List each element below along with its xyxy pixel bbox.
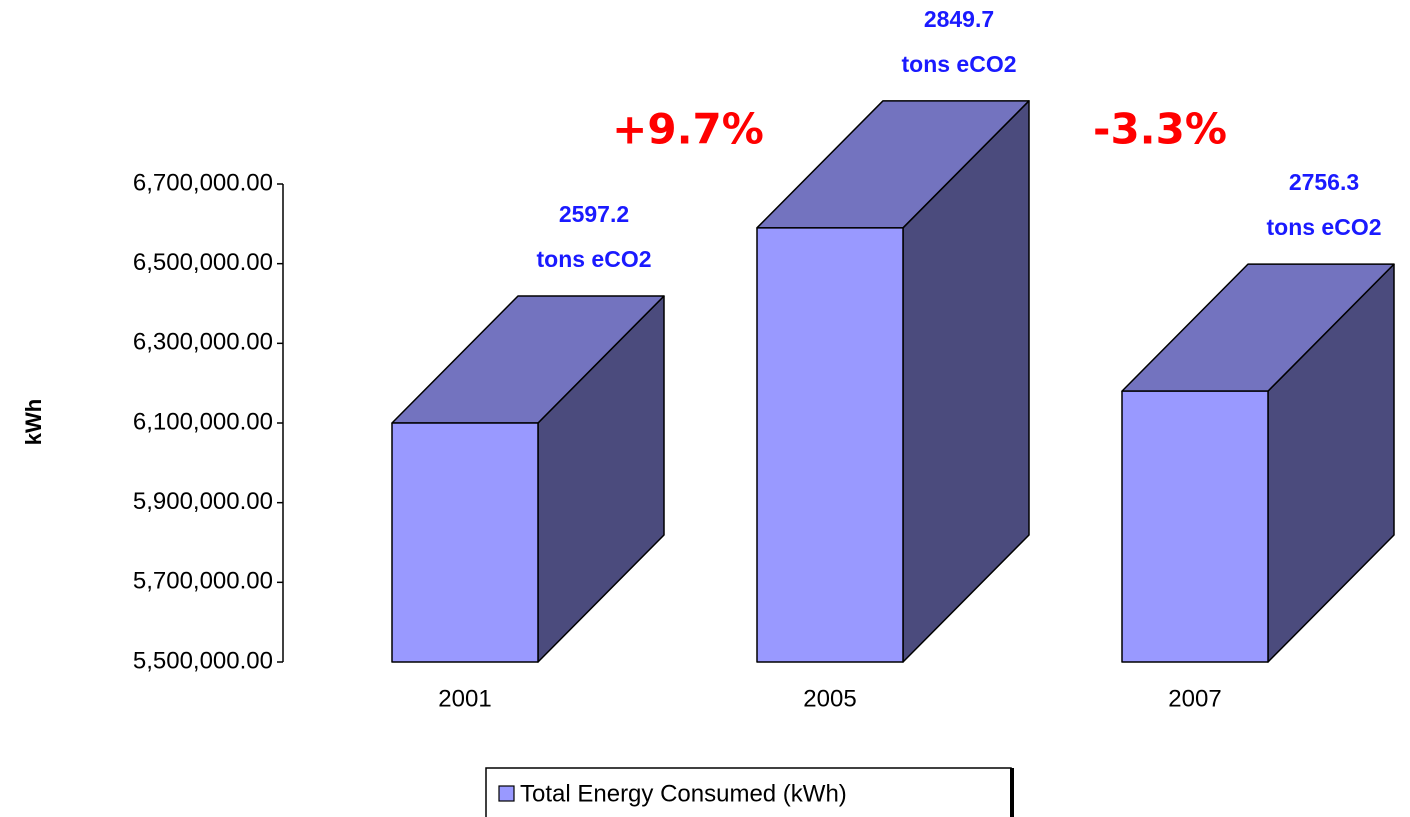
y-tick-label: 5,500,000.00 <box>133 647 273 674</box>
y-tick-label: 6,700,000.00 <box>133 169 273 196</box>
y-tick-label: 5,700,000.00 <box>133 568 273 595</box>
y-tick-label: 6,500,000.00 <box>133 249 273 276</box>
emission-label: tons eCO2 <box>536 246 651 272</box>
emission-label: 2849.7 <box>924 6 994 32</box>
emission-label: 2597.2 <box>559 201 629 227</box>
bar <box>1121 263 1395 663</box>
bar <box>756 100 1030 663</box>
emission-label: 2756.3 <box>1289 169 1359 195</box>
legend-swatch <box>498 785 515 802</box>
y-tick-label: 6,300,000.00 <box>133 329 273 356</box>
y-tick-label: 6,100,000.00 <box>133 408 273 435</box>
change-label: +9.7% <box>612 105 764 154</box>
legend-label: Total Energy Consumed (kWh) <box>520 780 847 807</box>
bar-front <box>391 422 539 663</box>
bar-front <box>1121 390 1269 663</box>
y-tick-label: 5,900,000.00 <box>133 488 273 515</box>
bar <box>391 295 665 663</box>
x-tick-label: 2005 <box>803 685 856 712</box>
y-axis-label: kWh <box>21 399 46 445</box>
bar-front <box>756 227 904 663</box>
emission-label: tons eCO2 <box>901 51 1016 77</box>
change-label: -3.3% <box>1093 105 1227 154</box>
emission-label: tons eCO2 <box>1266 214 1381 240</box>
x-tick-label: 2001 <box>438 685 491 712</box>
x-tick-label: 2007 <box>1168 685 1221 712</box>
